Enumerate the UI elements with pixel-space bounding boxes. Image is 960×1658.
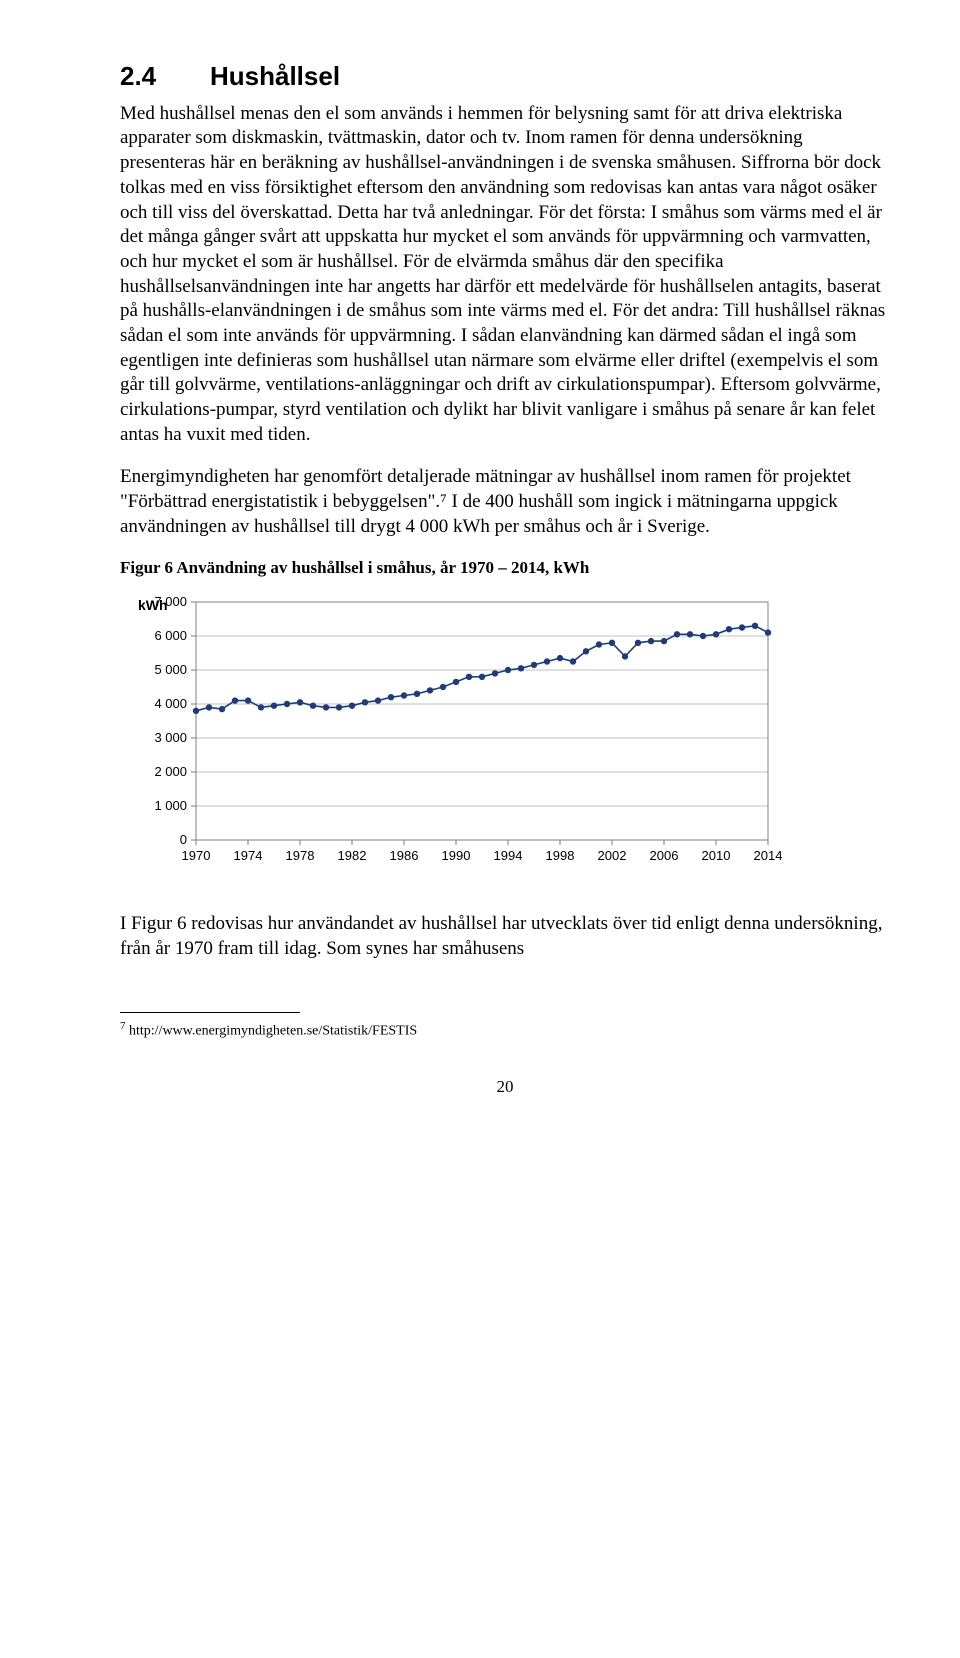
svg-text:4 000: 4 000: [154, 696, 187, 711]
svg-text:6 000: 6 000: [154, 628, 187, 643]
section-number: 2.4: [120, 60, 210, 94]
svg-text:1982: 1982: [338, 848, 367, 863]
line-chart-svg: 01 0002 0003 0004 0005 0006 0007 0001970…: [100, 590, 820, 905]
body-paragraph-3: I Figur 6 redovisas hur användandet av h…: [120, 912, 890, 961]
page-number: 20: [120, 1076, 890, 1098]
svg-text:1990: 1990: [442, 848, 471, 863]
svg-text:0: 0: [180, 832, 187, 847]
svg-text:2002: 2002: [598, 848, 627, 863]
figure-6-chart: 01 0002 0003 0004 0005 0006 0007 0001970…: [100, 590, 890, 913]
svg-text:1 000: 1 000: [154, 798, 187, 813]
svg-text:2010: 2010: [702, 848, 731, 863]
svg-text:2 000: 2 000: [154, 764, 187, 779]
svg-text:1998: 1998: [546, 848, 575, 863]
body-paragraph-2: Energimyndigheten har genomfört detaljer…: [120, 465, 890, 539]
svg-text:1978: 1978: [286, 848, 315, 863]
svg-text:kWh: kWh: [138, 597, 168, 613]
svg-text:1994: 1994: [494, 848, 523, 863]
svg-text:1970: 1970: [182, 848, 211, 863]
footnote-rule: [120, 1012, 300, 1013]
svg-text:3 000: 3 000: [154, 730, 187, 745]
svg-text:5 000: 5 000: [154, 662, 187, 677]
svg-text:1986: 1986: [390, 848, 419, 863]
footnote-text: http://www.energimyndigheten.se/Statisti…: [126, 1023, 418, 1038]
svg-text:1974: 1974: [234, 848, 263, 863]
svg-text:2006: 2006: [650, 848, 679, 863]
section-title: Hushållsel: [210, 61, 340, 91]
body-paragraph-1: Med hushållsel menas den el som används …: [120, 102, 890, 448]
section-heading: 2.4Hushållsel: [120, 60, 890, 94]
footnote: 7 http://www.energimyndigheten.se/Statis…: [120, 1019, 890, 1041]
svg-text:2014: 2014: [754, 848, 783, 863]
figure-caption: Figur 6 Användning av hushållsel i småhu…: [120, 557, 890, 579]
